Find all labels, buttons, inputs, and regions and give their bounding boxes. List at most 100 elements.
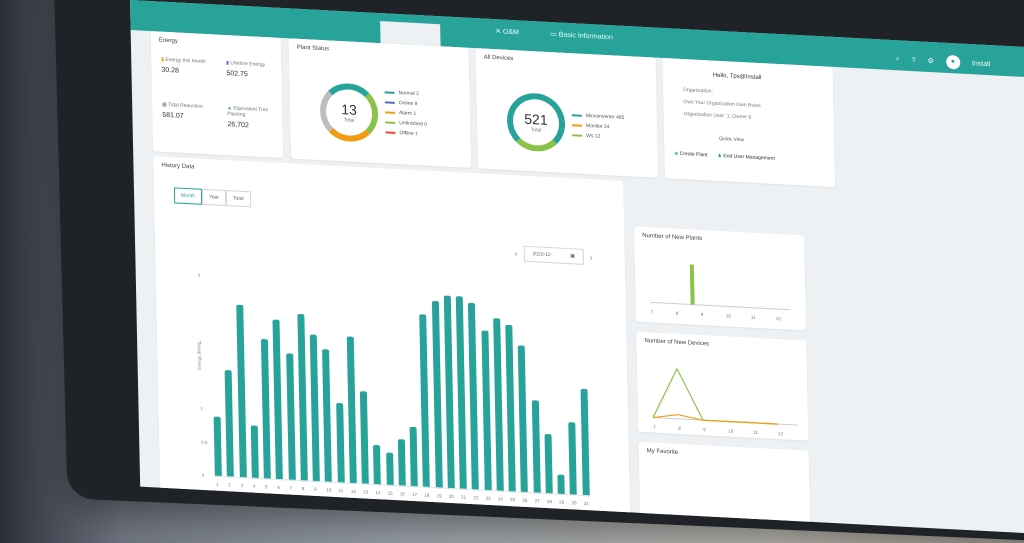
tab-total[interactable]: Total	[225, 190, 251, 208]
new-devices-series-2	[652, 414, 779, 425]
history-x-label-22: 22	[473, 495, 479, 501]
history-bar-26	[518, 345, 529, 494]
history-x-label-20: 20	[448, 493, 454, 500]
history-x-label-19: 19	[436, 493, 442, 499]
search-icon[interactable]: ⌕	[895, 55, 900, 63]
prev-icon[interactable]: ‹	[514, 248, 518, 258]
my-favorite-title: My Favorite	[646, 448, 679, 456]
history-tab-group: Month Year Total	[173, 187, 251, 208]
history-x-label-12: 12	[350, 488, 356, 494]
history-bar-19	[431, 301, 443, 489]
history-y-tick-3: 3	[197, 272, 201, 278]
settings-icon[interactable]: ⚙	[927, 57, 935, 66]
history-x-label-26: 26	[522, 497, 528, 503]
history-bar-12	[346, 336, 357, 485]
history-bar-31	[580, 389, 590, 497]
quick-view-label: Quick View	[719, 135, 745, 144]
history-bar-13	[359, 390, 369, 485]
history-bar-2	[224, 370, 235, 478]
new-devices-chart: 7 8 9 10 11 12	[652, 367, 799, 436]
history-data-card: History Data Month Year Total ‹ 2020-12 …	[153, 156, 631, 522]
org-users: Organization User: 1, Owner 9	[683, 111, 752, 121]
organization: Organization:	[683, 87, 713, 95]
help-icon[interactable]: ?	[911, 56, 916, 64]
nav-tab-om[interactable]: ✕ O&M	[495, 28, 520, 37]
history-x-label-7: 7	[289, 485, 293, 491]
nav-tab-basic-info[interactable]: ▭ Basic Information	[550, 31, 613, 42]
tab-month[interactable]: Month	[173, 187, 203, 205]
history-bar-6	[272, 319, 284, 481]
history-x-label-30: 30	[571, 500, 577, 506]
history-x-label-10: 10	[326, 487, 332, 493]
new-plants-card: Number of New Plants 7 8 9 10 11 12	[634, 226, 807, 331]
factory-icon: ▦	[162, 101, 167, 108]
profile-card: Hello, Tps@Install Organization: Own You…	[662, 57, 835, 188]
nd-x-8: 8	[678, 426, 681, 431]
battery-icon: ▮	[161, 56, 165, 63]
np-x-11: 11	[751, 315, 756, 320]
nd-x-7: 7	[653, 425, 656, 430]
tab-year[interactable]: Year	[201, 188, 227, 207]
np-x-7: 7	[651, 309, 654, 314]
np-x-10: 10	[726, 313, 732, 318]
history-bar-21	[455, 295, 467, 490]
history-ylabel: Energy (kWh)	[196, 342, 202, 371]
new-plants-axis	[650, 301, 791, 311]
history-x-label-11: 11	[338, 488, 344, 494]
new-plants-bar	[689, 264, 695, 305]
dashboard-screen: ✕ O&M ▭ Basic Information ⌕ ? ⚙ ● Instal…	[130, 0, 1024, 534]
history-bar-24	[493, 317, 504, 492]
history-x-label-16: 16	[399, 491, 405, 497]
tools-icon: ✕	[495, 28, 502, 36]
calendar-icon: ▣	[570, 253, 576, 260]
nd-x-12: 12	[778, 431, 784, 436]
history-x-label-17: 17	[412, 491, 418, 498]
history-x-label-9: 9	[314, 486, 317, 492]
user-name[interactable]: Install	[971, 59, 991, 68]
history-x-label-8: 8	[301, 486, 305, 492]
new-plants-chart: 7 8 9 10 11 12	[650, 264, 791, 321]
history-bar-23	[481, 330, 492, 492]
history-x-label-3: 3	[240, 482, 244, 489]
history-x-label-5: 5	[264, 484, 268, 490]
history-bar-15	[385, 452, 394, 486]
history-x-label-2: 2	[228, 482, 231, 488]
history-bar-18	[419, 313, 431, 488]
history-bar-22	[468, 303, 480, 491]
history-bar-25	[505, 325, 516, 493]
np-x-8: 8	[676, 311, 679, 316]
plant-status-legend: Normal 2 Online 9 Alarm 1 Unfinished 0 O…	[384, 85, 427, 141]
history-bar-30	[568, 421, 578, 496]
history-x-label-23: 23	[485, 495, 491, 502]
all-devices-card: All Devices 521 Total Microinverter 485 …	[475, 48, 659, 178]
top-right-actions: ⌕ ? ⚙ ● Install	[896, 52, 991, 71]
history-x-label-4: 4	[252, 483, 256, 489]
equivalent-tree: ▲ Equivalent Tree Planting 26,702	[227, 105, 269, 130]
create-plant-button[interactable]: ◈ Create Plant	[674, 150, 708, 159]
history-x-label-27: 27	[534, 498, 540, 504]
history-bar-28	[544, 433, 553, 495]
nav-tab-home-active[interactable]	[380, 21, 441, 47]
all-devices-total: 521	[524, 110, 548, 128]
np-x-12: 12	[776, 316, 782, 321]
history-bar-5	[260, 338, 271, 480]
np-x-9: 9	[701, 312, 704, 317]
next-icon[interactable]: ›	[589, 252, 593, 262]
nd-x-9: 9	[703, 427, 706, 432]
history-bar-chart: Energy (kWh) 1 2 3 4 5 6 7 8 9 10 11 12 13 14 15 16 17 18…	[175, 242, 601, 533]
new-devices-card: Number of New Devices 7 8 9 10 11 12	[636, 331, 809, 441]
own-org-rules: Own Your Organization Own Rules	[683, 99, 761, 110]
history-x-label-13: 13	[363, 489, 369, 495]
end-user-management-button[interactable]: ♟ End User Management	[717, 152, 775, 162]
hello-user: Hello, Tps@Install	[712, 72, 762, 82]
history-x-label-14: 14	[375, 489, 381, 496]
lifetime-icon: ▮	[226, 60, 230, 67]
history-bar-3	[235, 304, 247, 479]
plant-icon: ◈	[674, 150, 679, 157]
avatar[interactable]: ●	[945, 54, 961, 70]
history-y-tick-0.5: 0.5	[201, 439, 208, 445]
history-bar-4	[250, 425, 259, 479]
user-icon: ♟	[717, 152, 723, 160]
plant-status-card: Plant Status 13 Total Normal 2 Online 9 …	[288, 38, 472, 168]
plant-status-total: 13	[341, 101, 357, 118]
